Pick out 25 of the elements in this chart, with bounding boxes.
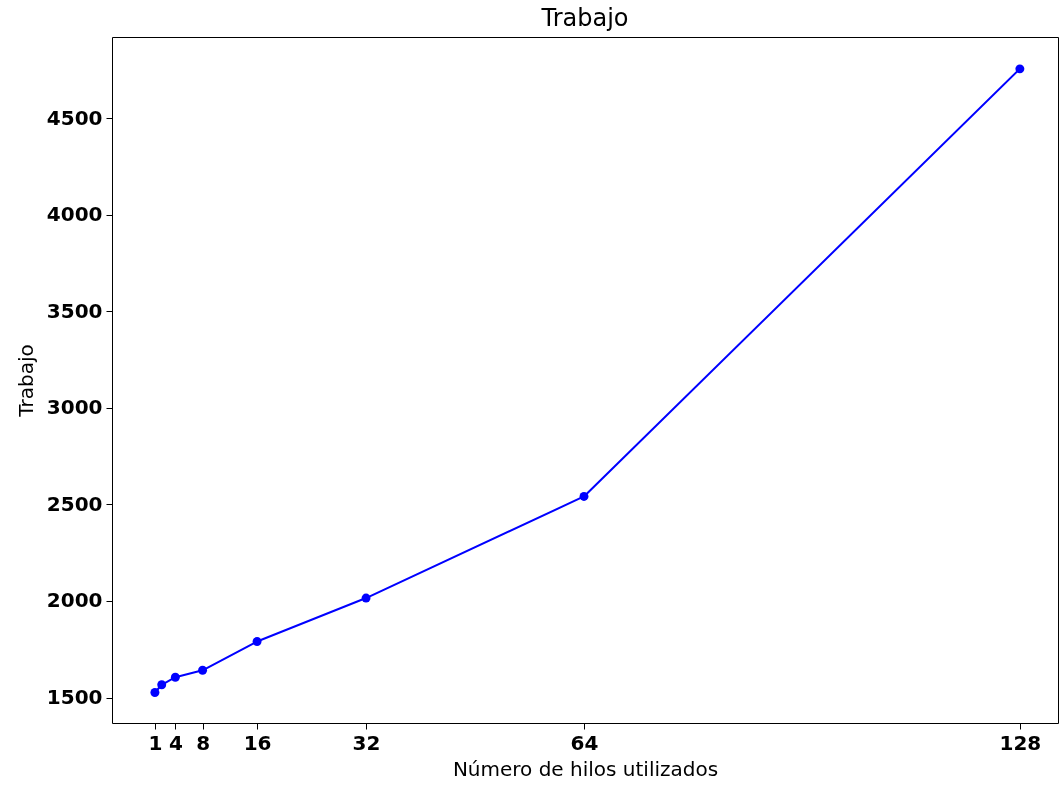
y-axis-title: Trabajo	[13, 344, 38, 418]
x-tick-label: 64	[570, 730, 599, 755]
point	[1015, 64, 1025, 74]
y-tick-label: 2000	[46, 588, 103, 613]
x-tick-label: 32	[352, 730, 381, 755]
point	[252, 637, 262, 646]
point	[198, 665, 208, 675]
x-tick-label: 4	[168, 730, 183, 755]
point	[579, 491, 589, 501]
x-axis-title: Número de hilos utilizados	[452, 756, 719, 781]
y-tick-label: 2500	[46, 491, 103, 516]
point	[150, 688, 160, 697]
point	[157, 680, 167, 690]
point	[361, 593, 371, 603]
y-tick-label: 4500	[46, 105, 103, 130]
x-tick-label: 128	[999, 730, 1042, 755]
x-tick-label: 16	[243, 730, 272, 755]
y-tick-label: 3500	[46, 298, 103, 323]
chart-title: Trabajo	[540, 4, 629, 32]
y-tick-label: 4000	[46, 202, 103, 227]
point	[170, 672, 180, 682]
x-tick-label: 1	[148, 730, 163, 755]
y-tick-label: 1500	[46, 685, 103, 710]
y-tick-label: 3000	[46, 395, 103, 420]
x-tick-label: 8	[196, 730, 211, 755]
